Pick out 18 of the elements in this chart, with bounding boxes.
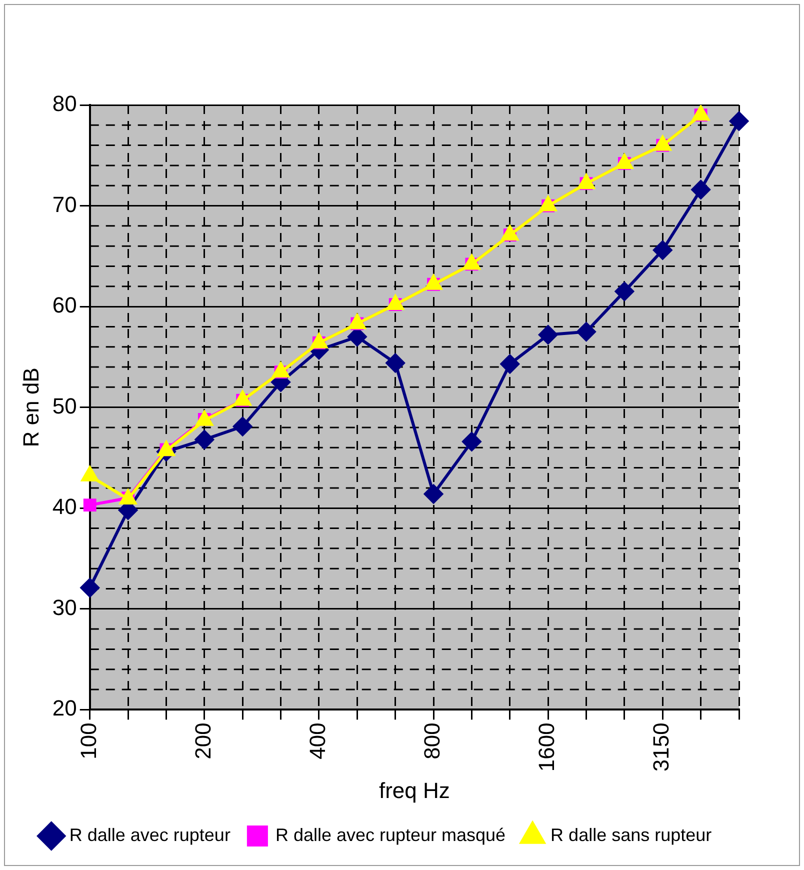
y-tick-label: 40 <box>52 494 77 520</box>
y-tick-label: 30 <box>52 594 77 620</box>
x-tick-label: 400 <box>305 722 330 760</box>
x-tick-label: 1600 <box>534 722 560 772</box>
x-tick-label: 100 <box>76 722 101 760</box>
legend-label: R dalle avec rupteur masqué <box>275 824 506 845</box>
y-tick-label: 50 <box>52 393 77 418</box>
x-axis-title: freq Hz <box>378 778 450 803</box>
x-tick-label: 3150 <box>648 722 674 772</box>
y-tick-label: 20 <box>52 696 77 721</box>
x-tick-label: 200 <box>190 722 216 760</box>
legend-label: R dalle sans rupteur <box>550 824 712 845</box>
legend-label: R dalle avec rupteur <box>69 824 230 845</box>
x-tick-label: 800 <box>420 722 445 760</box>
y-tick-label: 70 <box>52 192 77 217</box>
y-tick-label: 60 <box>52 292 77 318</box>
y-tick-label: 80 <box>52 91 77 116</box>
y-axis-title: R en dB <box>18 368 44 448</box>
